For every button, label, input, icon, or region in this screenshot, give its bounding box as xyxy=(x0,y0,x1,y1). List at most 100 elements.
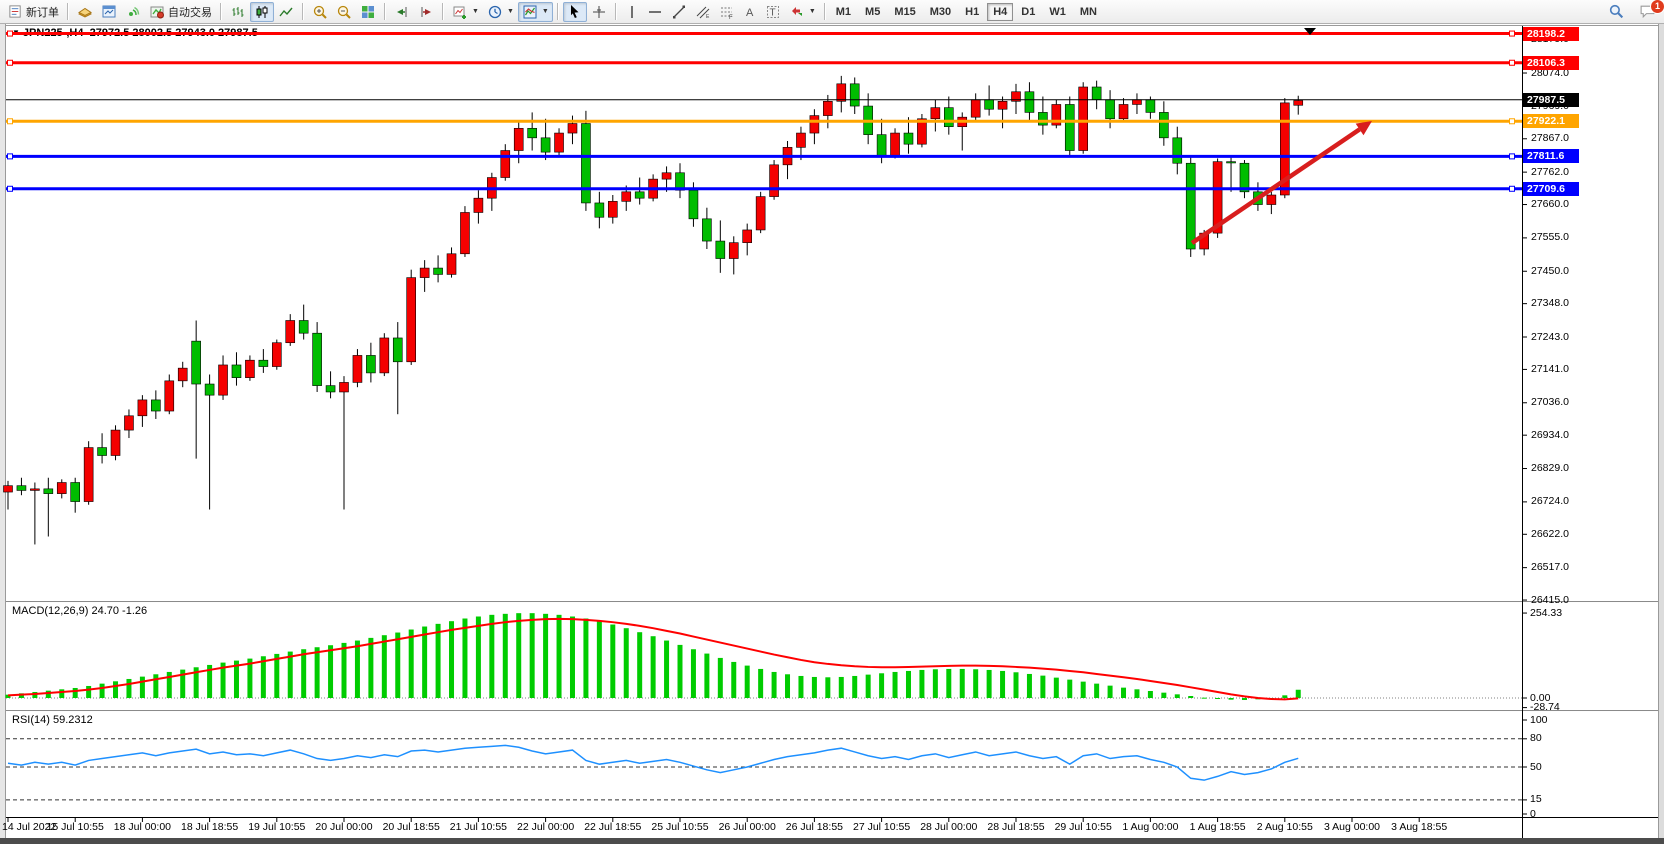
price-level-badge: 28106.3 xyxy=(1523,55,1579,70)
horizontal-line-button[interactable] xyxy=(643,2,667,22)
line-handle[interactable] xyxy=(7,30,13,37)
text-label-button[interactable]: T xyxy=(761,2,785,22)
candle xyxy=(1118,104,1129,120)
candle xyxy=(1064,104,1075,151)
search-button[interactable] xyxy=(1604,2,1629,22)
timeframe-button-M1[interactable]: M1 xyxy=(835,5,852,18)
zoom-in-button[interactable] xyxy=(308,2,332,22)
zoom-out-button[interactable] xyxy=(332,2,356,22)
toolbar-separator xyxy=(384,3,386,20)
template-button[interactable]: ▼ xyxy=(517,1,553,22)
chart-window-icon xyxy=(102,5,116,17)
trendline-button[interactable] xyxy=(667,2,691,22)
line-handle[interactable] xyxy=(1509,59,1515,66)
vertical-line-button[interactable] xyxy=(621,2,643,22)
candle xyxy=(473,197,484,213)
toolbar: 新订单 自动交易 ▼ ▼ xyxy=(0,0,1664,24)
price-tick-label: 27141.0 xyxy=(1531,362,1569,375)
candle xyxy=(634,191,645,199)
horizontal-line-27922.1[interactable] xyxy=(6,118,1522,125)
line-handle[interactable] xyxy=(7,118,13,125)
line-handle[interactable] xyxy=(1509,118,1515,125)
timeframe-button-H1[interactable]: H1 xyxy=(965,5,980,18)
price-tick-label: 27450.0 xyxy=(1531,264,1569,277)
candle xyxy=(1051,104,1062,126)
macd-scale-label: -28.74 xyxy=(1530,701,1560,714)
horizontal-line-28198.2[interactable] xyxy=(6,30,1522,37)
line-handle[interactable] xyxy=(1509,30,1515,37)
add-indicator-button[interactable]: ▼ xyxy=(448,2,483,22)
horizontal-line-28106.3[interactable] xyxy=(6,59,1522,66)
toolbar-separator xyxy=(442,3,444,20)
line-handle[interactable] xyxy=(1509,153,1515,160)
tile-windows-button[interactable] xyxy=(356,2,380,22)
candle xyxy=(581,123,591,204)
auto-scroll-button[interactable] xyxy=(390,2,414,22)
candle xyxy=(433,267,443,275)
time-axis-label: 1 Aug 18:55 xyxy=(1189,821,1246,833)
line-handle[interactable] xyxy=(7,185,13,192)
channel-button[interactable]: E xyxy=(691,2,715,22)
price-level-badge: 27922.1 xyxy=(1523,114,1579,129)
line-handle[interactable] xyxy=(1509,185,1515,192)
autotrading-icon xyxy=(150,6,164,18)
candle xyxy=(298,320,309,334)
line-chart-button[interactable] xyxy=(274,2,298,22)
text-button[interactable]: A xyxy=(739,2,761,22)
trend-arrow[interactable] xyxy=(1190,121,1372,245)
time-axis-label: 27 Jul 10:55 xyxy=(852,821,911,833)
horizontal-line-27709.6[interactable] xyxy=(6,185,1522,192)
candle xyxy=(352,355,363,383)
data-window-button[interactable] xyxy=(97,2,121,22)
candle xyxy=(527,127,537,139)
fibonacci-button[interactable]: F xyxy=(715,2,739,22)
vertical-line-icon xyxy=(631,5,633,18)
line-handle[interactable] xyxy=(7,153,13,160)
candle xyxy=(1105,99,1115,120)
arrows-shapes-button[interactable]: ▼ xyxy=(785,2,820,22)
candle xyxy=(943,107,954,128)
gold-book-icon xyxy=(78,7,92,18)
chart-shift-button[interactable] xyxy=(414,2,438,22)
price-tick-label: 26829.0 xyxy=(1531,462,1569,475)
fibonacci-icon: F xyxy=(720,7,733,20)
timeframe-button-W1[interactable]: W1 xyxy=(1049,5,1066,18)
candlestick-chart-button[interactable] xyxy=(250,1,274,22)
crosshair-button[interactable] xyxy=(587,2,611,22)
notification-badge: 1 xyxy=(1650,0,1664,14)
candle xyxy=(1185,162,1196,250)
timeframe-group: M1 M5 M15 M30 H1 H4 D1 W1 MN xyxy=(830,2,1103,21)
candle xyxy=(1145,99,1156,113)
current-price-badge: 27987.5 xyxy=(1523,93,1579,108)
auto-trading-button[interactable]: 自动交易 xyxy=(145,2,216,22)
candle xyxy=(151,399,161,412)
candle xyxy=(1239,162,1250,193)
market-watch-button[interactable] xyxy=(73,2,97,22)
time-axis-label: 21 Jul 10:55 xyxy=(449,821,507,833)
line-handle[interactable] xyxy=(7,59,13,66)
toolbar-separator xyxy=(220,3,222,20)
candle xyxy=(245,359,255,378)
time-axis-label: 18 Jul 18:55 xyxy=(180,821,239,833)
signals-button[interactable] xyxy=(121,2,145,22)
timeframe-button-H4[interactable]: H4 xyxy=(987,2,1014,21)
new-order-button[interactable]: 新订单 xyxy=(4,2,63,22)
bar-chart-button[interactable] xyxy=(226,2,250,22)
macd-scale-label: 254.33 xyxy=(1530,606,1563,619)
timeframe-button-D1[interactable]: D1 xyxy=(1021,5,1036,18)
window-scrollbar[interactable] xyxy=(1658,24,1664,838)
candle xyxy=(43,488,54,494)
timeframe-button-MN[interactable]: MN xyxy=(1079,5,1097,18)
notifications-button[interactable]: 1 xyxy=(1635,0,1664,22)
rsi-scale-label: 0 xyxy=(1530,807,1536,820)
cursor-button[interactable] xyxy=(562,1,587,22)
candle xyxy=(271,342,282,367)
horizontal-line-27811.6[interactable] xyxy=(6,153,1522,160)
timeframe-button-M30[interactable]: M30 xyxy=(929,5,952,18)
periods-button[interactable]: ▼ xyxy=(483,2,518,22)
toolbar-separator xyxy=(614,3,617,20)
chart-shift-marker[interactable] xyxy=(1304,28,1316,35)
timeframe-button-M15[interactable]: M15 xyxy=(894,5,916,18)
timeframe-button-M5[interactable]: M5 xyxy=(865,5,881,18)
